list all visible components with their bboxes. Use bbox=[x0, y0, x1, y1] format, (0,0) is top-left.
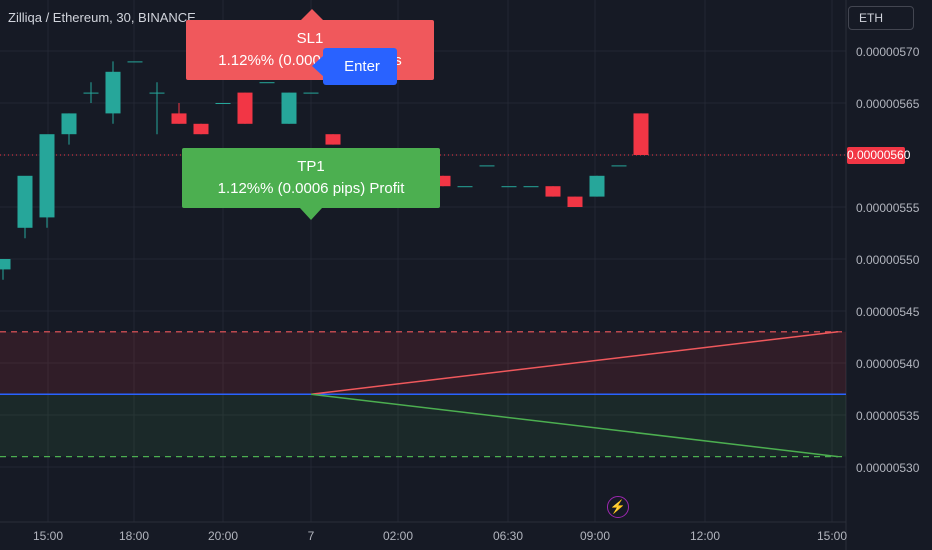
candle-body bbox=[435, 175, 451, 187]
price-label: 0.00000570 bbox=[856, 45, 920, 59]
take-profit-detail: 1.12%% (0.0006 pips) Profit bbox=[217, 180, 405, 197]
price-label: 0.00000555 bbox=[856, 201, 920, 215]
candle-body bbox=[215, 103, 231, 104]
time-label: 15:00 bbox=[32, 529, 64, 543]
candle-body bbox=[523, 186, 539, 188]
price-label: 0.00000565 bbox=[856, 97, 920, 111]
stop-loss-title: SL1 bbox=[296, 30, 324, 47]
candle-body bbox=[259, 82, 275, 84]
candle-body bbox=[149, 92, 165, 94]
candle-body bbox=[171, 113, 187, 124]
candle-body bbox=[479, 165, 495, 167]
candle-body bbox=[281, 92, 297, 124]
candle-body bbox=[61, 113, 77, 135]
candle-body bbox=[0, 259, 11, 270]
candle-body bbox=[83, 92, 99, 94]
candle-body bbox=[127, 61, 143, 63]
take-profit-pointer bbox=[300, 208, 322, 220]
profit-zone bbox=[0, 394, 846, 457]
time-label: 18:00 bbox=[118, 529, 150, 543]
price-label: 0.00000540 bbox=[856, 357, 920, 371]
candle-body bbox=[611, 165, 627, 167]
time-label: 7 bbox=[307, 529, 315, 543]
candle-body bbox=[193, 123, 209, 135]
time-label: 12:00 bbox=[689, 529, 721, 543]
candle-body bbox=[457, 186, 473, 188]
candle-body bbox=[501, 186, 517, 188]
loss-zone bbox=[0, 331, 846, 395]
candle-body bbox=[39, 134, 55, 218]
candle-body bbox=[303, 92, 319, 94]
price-label: 0.00000545 bbox=[856, 305, 920, 319]
loss-projection-line bbox=[310, 331, 839, 395]
time-label: 06:30 bbox=[492, 529, 524, 543]
time-label: 09:00 bbox=[579, 529, 611, 543]
enter-button[interactable]: Enter bbox=[323, 48, 397, 85]
currency-button[interactable]: ETH bbox=[848, 6, 914, 30]
price-label: 0.00000550 bbox=[856, 253, 920, 267]
candle-body bbox=[567, 196, 583, 207]
candle-body bbox=[17, 175, 33, 228]
candle-body bbox=[237, 92, 253, 124]
time-label: 20:00 bbox=[207, 529, 239, 543]
profit-projection-line bbox=[310, 393, 839, 458]
candle-body bbox=[589, 175, 605, 197]
enter-pointer bbox=[312, 55, 324, 77]
lightning-bolt-icon[interactable]: ⚡ bbox=[607, 496, 629, 518]
candle-body bbox=[105, 71, 121, 114]
candle-body bbox=[633, 113, 649, 155]
time-label: 15:00 bbox=[816, 529, 848, 543]
price-label: 0.00000530 bbox=[856, 461, 920, 475]
price-label: 0.00000535 bbox=[856, 409, 920, 423]
time-label: 02:00 bbox=[382, 529, 414, 543]
current-price-tag: 0.00000560 bbox=[847, 147, 911, 164]
candle-body bbox=[325, 134, 341, 145]
candle-body bbox=[545, 186, 561, 197]
stop-loss-pointer bbox=[301, 9, 323, 20]
take-profit-box[interactable]: TP1 1.12%% (0.0006 pips) Profit bbox=[182, 148, 440, 208]
take-profit-title: TP1 bbox=[297, 158, 325, 175]
symbol-title[interactable]: Zilliqa / Ethereum, 30, BINANCE bbox=[8, 10, 196, 25]
